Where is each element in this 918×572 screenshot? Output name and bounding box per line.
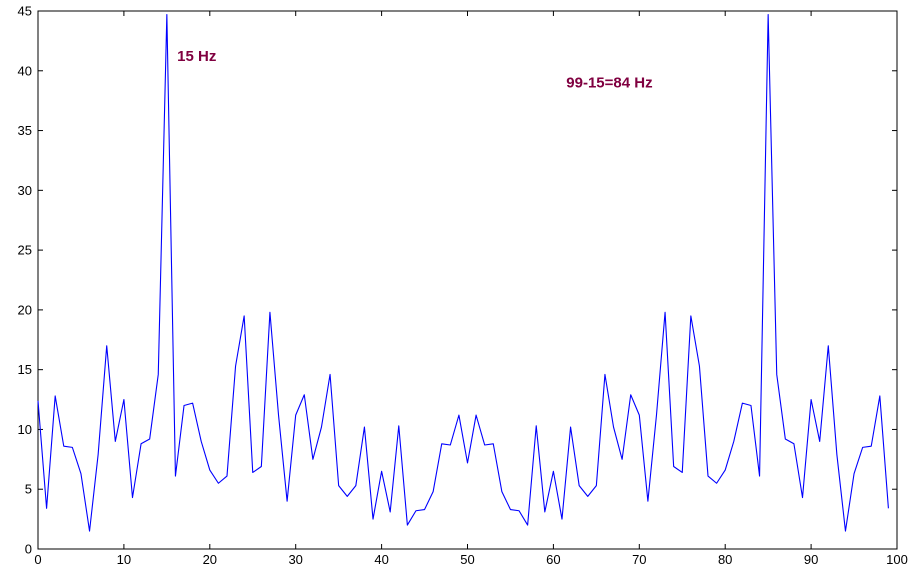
- plot-frame: [37, 10, 898, 550]
- y-tick-label: 10: [18, 422, 32, 437]
- y-tick-label: 15: [18, 362, 32, 377]
- peak-annotation: 15 Hz: [177, 48, 216, 65]
- x-tick-label: 0: [34, 552, 41, 567]
- x-tick-label: 60: [546, 552, 560, 567]
- y-tick-label: 20: [18, 302, 32, 317]
- x-tick-label: 20: [203, 552, 217, 567]
- x-tick-label: 100: [886, 552, 908, 567]
- spectrum-series-line: [37, 14, 889, 532]
- y-tick-label: 40: [18, 63, 32, 78]
- plot-area: 0 10 20 30 40 50 60 70 80 90 100 0 5 10 15 20 25 30 35 40 45…: [18, 4, 908, 568]
- y-tick-label: 30: [18, 183, 32, 198]
- y-tick-label: 45: [18, 4, 32, 19]
- peak-annotation: 99-15=84 Hz: [566, 75, 652, 92]
- y-tick-label: 5: [25, 482, 32, 497]
- x-tick-label: 30: [288, 552, 302, 567]
- x-tick-label: 50: [460, 552, 474, 567]
- x-tick-label: 80: [718, 552, 732, 567]
- y-tick-label: 35: [18, 123, 32, 138]
- x-tick-label: 10: [117, 552, 131, 567]
- x-tick-label: 90: [804, 552, 818, 567]
- y-tick-label: 25: [18, 243, 32, 258]
- x-tick-label: 40: [374, 552, 388, 567]
- x-tick-label: 70: [632, 552, 646, 567]
- y-tick-label: 0: [25, 542, 32, 557]
